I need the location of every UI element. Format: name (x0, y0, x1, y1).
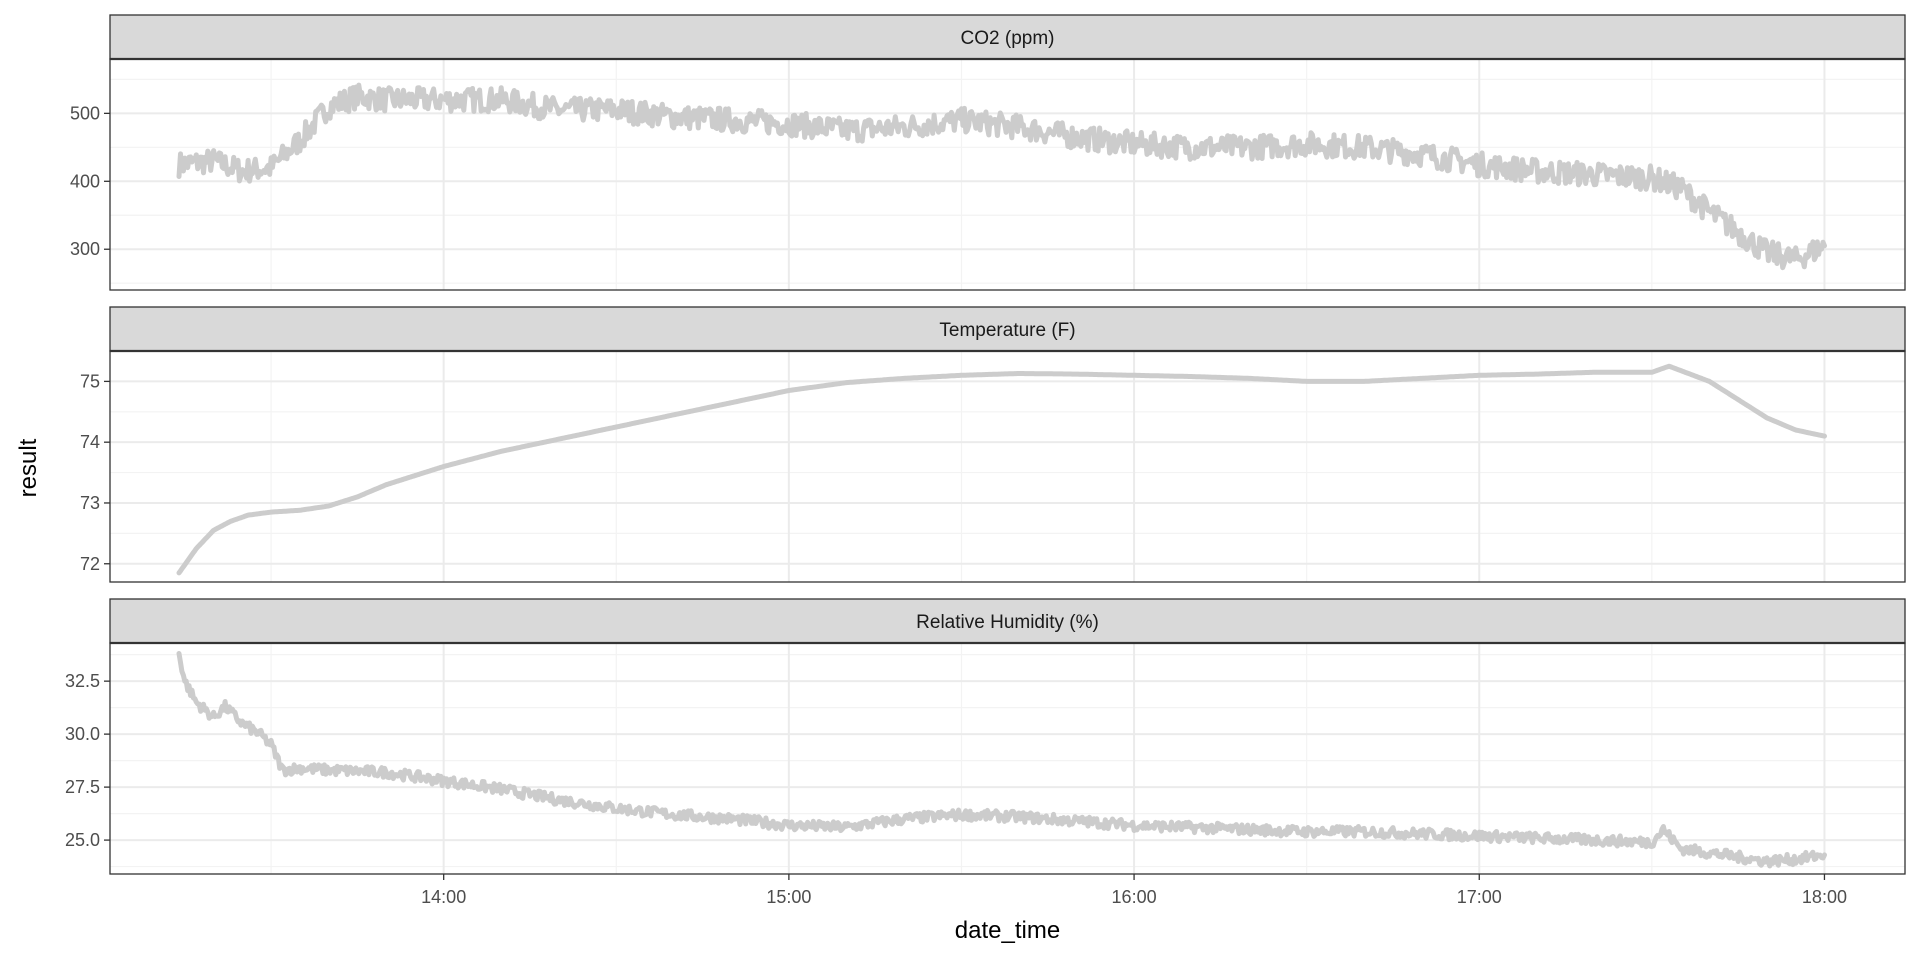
x-tick-label: 17:00 (1457, 887, 1502, 907)
facet-strip-label: CO2 (ppm) (961, 28, 1055, 49)
y-tick-label: 400 (70, 171, 100, 191)
facet-strip-2 (109, 306, 1906, 352)
y-tick-label: 30.0 (65, 724, 100, 744)
x-tick-label: 15:00 (766, 887, 811, 907)
facet-strip-1 (109, 14, 1906, 60)
y-tick-label: 32.5 (65, 671, 100, 691)
y-tick-label: 27.5 (65, 777, 100, 797)
y-tick-label: 500 (70, 103, 100, 123)
facet-strip-3 (109, 598, 1906, 644)
facet-strip-label: Temperature (F) (939, 320, 1075, 341)
series-line-panel-3 (176, 651, 1827, 869)
x-tick-label: 14:00 (421, 887, 466, 907)
panel-background-2 (110, 351, 1905, 582)
y-axis-title: result (15, 438, 42, 497)
y-tick-label: 73 (80, 493, 100, 513)
y-tick-label: 72 (80, 554, 100, 574)
y-tick-label: 75 (80, 371, 100, 391)
y-tick-label: 74 (80, 432, 100, 452)
series-line-panel-2 (176, 363, 1827, 576)
x-tick-label: 16:00 (1112, 887, 1157, 907)
x-axis-title: date_time (955, 917, 1060, 944)
y-tick-label: 300 (70, 239, 100, 259)
x-tick-label: 18:00 (1802, 887, 1847, 907)
facet-strip-label: Relative Humidity (%) (916, 612, 1099, 633)
y-tick-label: 25.0 (65, 830, 100, 850)
series-line-panel-1 (176, 82, 1827, 271)
